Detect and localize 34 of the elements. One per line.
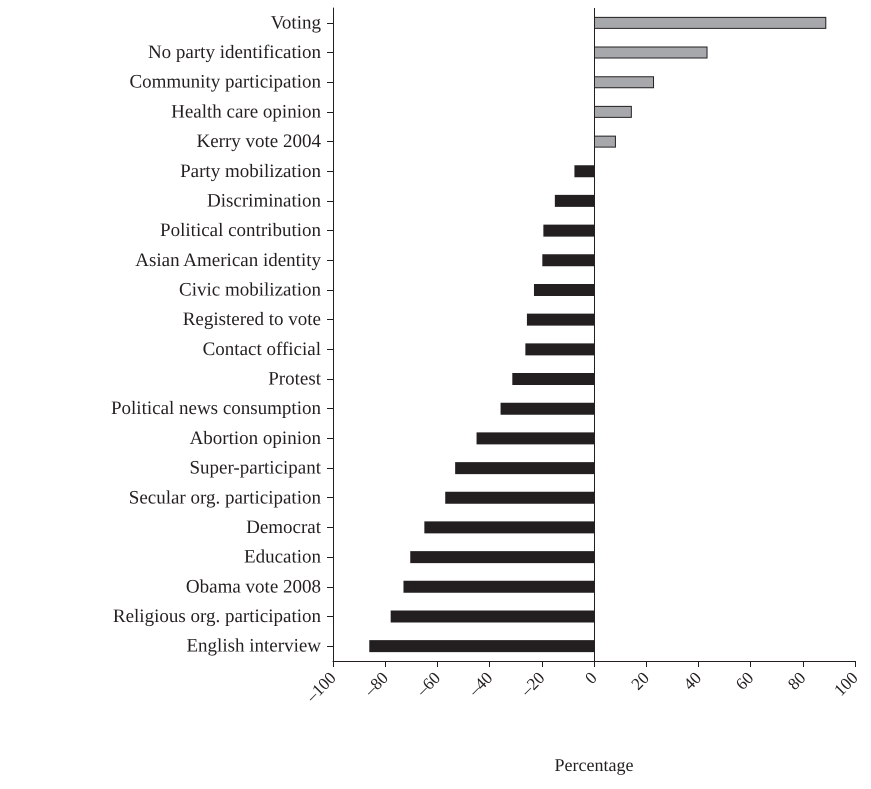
x-tick-label: 60 <box>732 668 758 694</box>
y-tick-label: Political news consumption <box>110 398 322 420</box>
x-tick-label: –60 <box>412 668 444 700</box>
x-tick-label: –40 <box>464 668 496 700</box>
y-tick-label: Asian American identity <box>135 250 322 271</box>
x-tick-label: 20 <box>627 668 653 694</box>
x-tick-label: 0 <box>581 668 601 688</box>
y-tick-label: Protest <box>268 368 322 390</box>
y-tick-label: Health care opinion <box>171 101 322 122</box>
y-tick-label: English interview <box>186 636 322 657</box>
x-axis-title: Percentage <box>554 755 634 775</box>
y-tick-label: Secular org. participation <box>128 487 322 508</box>
y-tick-label: Education <box>244 546 322 568</box>
y-tick-label: Political contribution <box>160 220 322 242</box>
y-tick-label: Kerry vote 2004 <box>196 131 322 152</box>
y-tick-label: No party identification <box>148 42 322 64</box>
y-tick-label: Abortion opinion <box>190 428 322 449</box>
y-tick-label: Discrimination <box>207 190 322 212</box>
y-tick-label: Voting <box>270 12 322 34</box>
y-tick-label: Obama vote 2008 <box>186 576 321 598</box>
y-tick-label: Civic mobilization <box>179 279 322 300</box>
y-tick-label: Contact official <box>202 338 321 360</box>
x-tick-label: 100 <box>830 668 862 700</box>
x-tick-label: 80 <box>784 668 810 694</box>
y-tick-label: Registered to vote <box>182 309 321 330</box>
x-tick-label: –20 <box>516 668 549 700</box>
x-tick-label: –100 <box>302 668 340 706</box>
x-tick-label: 40 <box>680 668 706 694</box>
x-tick-label: –80 <box>360 668 392 700</box>
y-tick-label: Democrat <box>246 516 322 538</box>
y-tick-label: Party mobilization <box>180 160 322 182</box>
y-tick-label: Religious org. participation <box>112 606 322 627</box>
y-tick-label: Super-participant <box>189 458 322 479</box>
y-tick-label: Community participation <box>129 72 322 93</box>
